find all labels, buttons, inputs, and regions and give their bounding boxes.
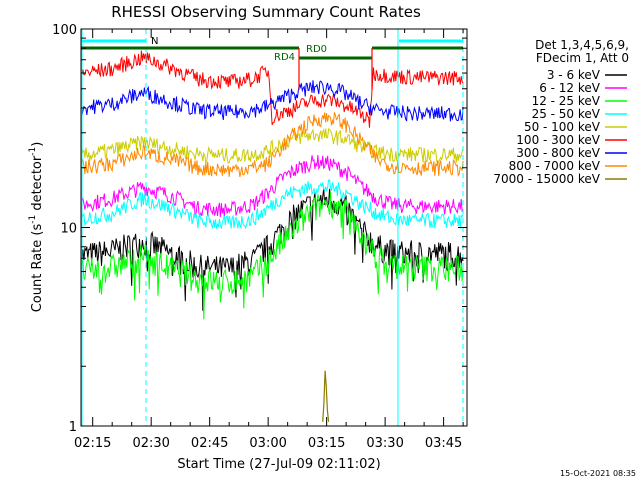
series-line-8 <box>322 370 330 422</box>
y-tick-label-1: 10 <box>60 222 77 237</box>
x-tick-label-5: 03:30 <box>366 436 403 451</box>
legend-label-1: 6 - 12 keV <box>539 81 601 95</box>
legend-label-3: 25 - 50 keV <box>532 107 601 121</box>
axis-ticks: 02:15 02:30 02:45 03:00 03:15 03:30 03:45 1 10 10… <box>52 23 467 451</box>
attenuator-label-rd0: RD0 <box>306 44 327 55</box>
plot-area <box>80 50 464 422</box>
x-axis-label: Start Time (27-Jul-09 02:11:02) <box>177 457 380 472</box>
x-tick-label-1: 02:30 <box>132 436 169 451</box>
status-markers: N RD4 RD0 <box>81 29 464 426</box>
series-4 <box>80 127 464 164</box>
legend-label-5: 100 - 300 keV <box>516 133 600 147</box>
series-line-2 <box>80 191 464 320</box>
series-5 <box>80 50 464 128</box>
series-0 <box>80 188 464 311</box>
series-line-4 <box>80 127 464 164</box>
y-axis-label-end: ) <box>30 142 45 147</box>
series-line-1 <box>80 155 464 219</box>
legend-label-2: 12 - 25 keV <box>532 94 601 108</box>
series-line-3 <box>80 179 464 230</box>
series-7 <box>80 112 464 178</box>
y-axis-label: Count Rate (s-1 detector-1) <box>28 142 45 313</box>
y-axis-label-mid: detector <box>30 155 45 215</box>
x-tick-label-0: 02:15 <box>74 436 111 451</box>
legend-header-line-2: FDecim 1, Att 0 <box>536 51 629 65</box>
x-tick-label-3: 03:00 <box>249 436 286 451</box>
series-8 <box>322 370 330 422</box>
series-6 <box>80 80 464 122</box>
series-line-7 <box>80 112 464 178</box>
legend-label-6: 300 - 800 keV <box>516 146 600 160</box>
footer-timestamp: 15-Oct-2021 08:35 <box>560 469 636 478</box>
chart-title: RHESSI Observing Summary Count Rates <box>111 3 421 21</box>
series-3 <box>80 179 464 230</box>
legend-label-7: 800 - 7000 keV <box>509 159 601 173</box>
series-1 <box>80 155 464 219</box>
night-label: N <box>151 36 158 47</box>
y-axis-label-main: Count Rate (s <box>30 224 45 313</box>
series-line-5 <box>80 50 464 128</box>
legend-label-8: 7000 - 15000 keV <box>493 172 600 186</box>
attenuator-label-rd4: RD4 <box>274 52 295 63</box>
legend-header-line-1: Det 1,3,4,5,6,9, <box>535 38 629 52</box>
y-axis-label-sup2: -1 <box>28 147 38 156</box>
x-tick-label-6: 03:45 <box>425 436 462 451</box>
series-line-0 <box>80 188 464 311</box>
x-tick-label-2: 02:45 <box>191 436 228 451</box>
legend: Det 1,3,4,5,6,9, FDecim 1, Att 0 3 - 6 k… <box>493 38 629 186</box>
legend-label-0: 3 - 6 keV <box>547 68 601 82</box>
series-line-6 <box>80 80 464 122</box>
y-tick-label-0: 1 <box>69 420 77 435</box>
legend-label-4: 50 - 100 keV <box>524 120 601 134</box>
y-axis-label-sup1: -1 <box>28 215 38 224</box>
y-tick-label-2: 100 <box>52 23 77 38</box>
x-tick-label-4: 03:15 <box>308 436 345 451</box>
series-2 <box>80 191 464 320</box>
